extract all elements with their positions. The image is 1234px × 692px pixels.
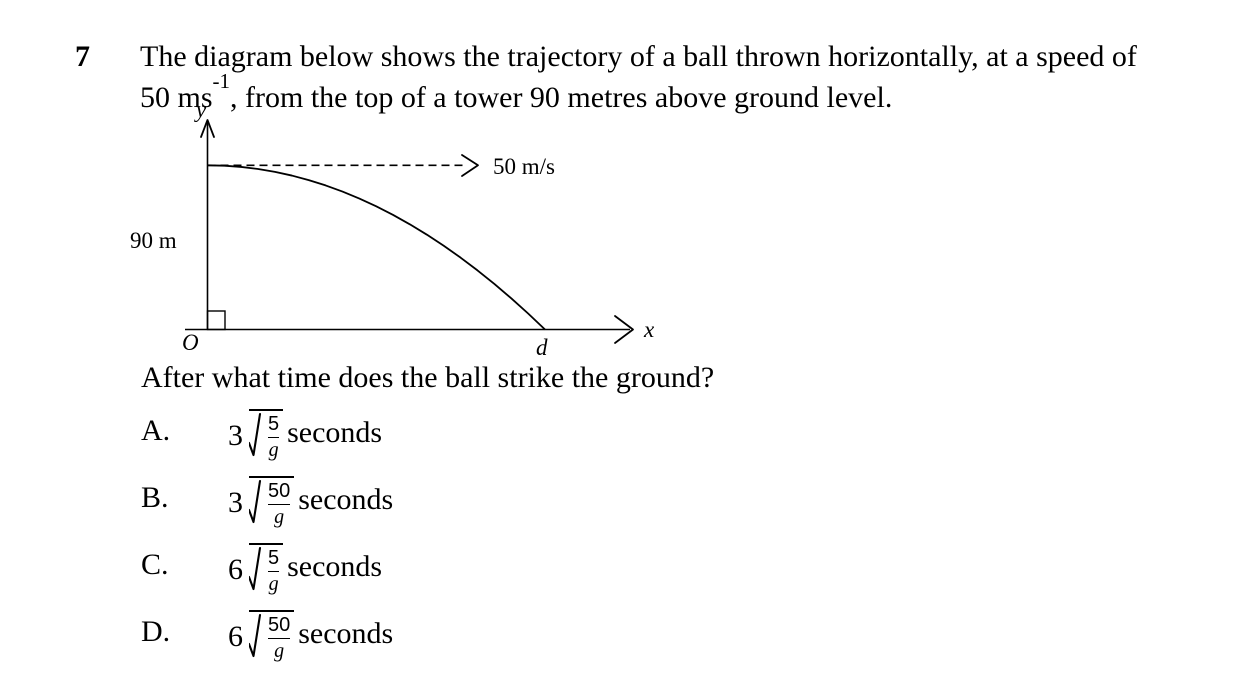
- svg-text:90 m: 90 m: [130, 228, 177, 253]
- svg-text:50 m/s: 50 m/s: [493, 154, 555, 179]
- svg-text:O: O: [182, 330, 199, 355]
- svg-text:y: y: [194, 97, 207, 122]
- svg-text:x: x: [643, 317, 655, 342]
- svg-text:d: d: [536, 335, 548, 360]
